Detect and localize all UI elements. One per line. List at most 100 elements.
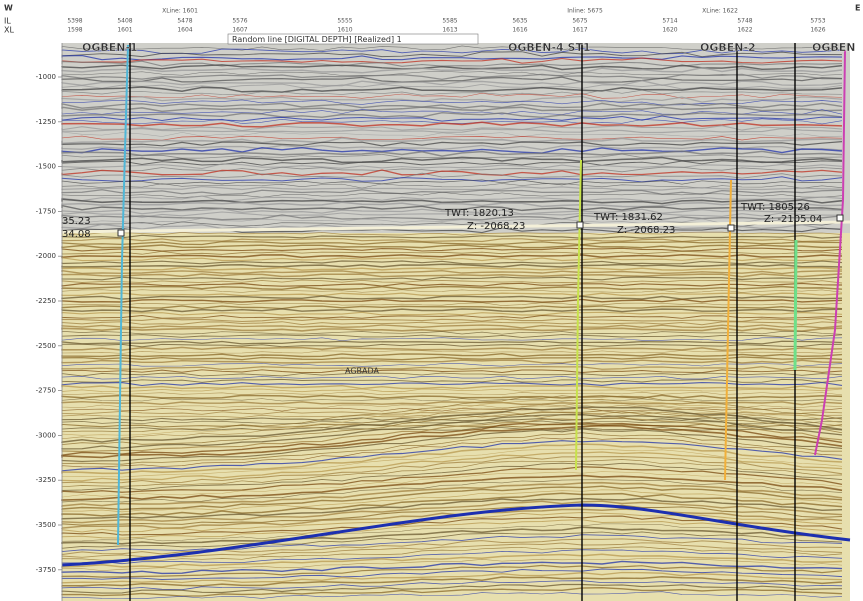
il-label: 5576 [232,18,247,25]
header: W E IL XL XLine: 1601 Inline: 5675 XLine… [4,4,860,45]
reflector [61,337,843,341]
reflector [61,489,843,513]
il-label: 5748 [737,18,752,25]
il-label: 5635 [512,18,527,25]
reflector [61,492,843,517]
il-label: 5555 [337,18,352,25]
reflector [61,237,843,243]
reflector [61,391,843,396]
reflector [61,125,843,132]
xl-label: 1604 [177,27,192,34]
reflector [61,195,843,202]
reflector [61,292,843,297]
reflector [61,214,843,221]
reflector [61,172,843,179]
reflector [61,153,843,160]
reflector [61,363,843,367]
reflector [61,443,843,475]
depth-label: -1250 [36,118,56,126]
info-box [227,33,479,45]
reflector [61,141,843,147]
annotation: Z: -2068.23 [617,225,675,236]
reflector [61,343,843,348]
reflector [61,80,843,87]
reflector [61,86,843,93]
reflector [61,198,843,205]
reflector [61,95,843,103]
reflector [61,201,843,208]
reflector [61,282,843,287]
reflector [61,45,843,51]
reflector [61,398,843,402]
reflector [61,485,843,511]
depth-label: -1500 [36,163,56,171]
reflector [61,459,843,488]
reflector [61,420,843,425]
reflector [61,580,843,591]
reflector [61,169,843,177]
reflector [61,375,843,380]
il-label: 5675 [572,18,587,25]
well-name: OGBEN-2 [700,41,756,54]
depth-label: -2000 [36,252,56,260]
reflector [61,508,843,530]
depth-label: -3250 [36,476,56,484]
reflector [61,353,843,358]
il-label: 5585 [442,18,457,25]
reflector [61,571,843,584]
reflector [61,315,843,319]
reflector [61,217,843,224]
horizon [61,220,851,234]
reflector [61,481,843,507]
reflector [61,381,843,387]
reflector [61,273,843,278]
reflector [61,471,843,498]
xl-label: 1613 [442,27,457,34]
reflector [61,451,843,482]
reflector [61,402,843,440]
direction: W [4,4,13,13]
reflector [61,135,843,141]
reflector [61,558,843,571]
reflector [61,269,843,275]
reflector [61,546,843,561]
depth-label: -3000 [36,431,56,439]
reflector [61,327,843,332]
reflector [61,263,843,268]
xl-label: 1620 [662,27,677,34]
reflector [61,334,843,338]
reflector [61,289,843,293]
annotation: TWT: 1805.26 [740,202,810,213]
reflector [61,576,843,587]
annotation: TWT: 1831.62 [593,212,663,223]
seismic-texture [61,43,851,601]
reflector [61,560,843,575]
reflector [61,568,843,580]
reflector [61,204,843,212]
reflector [61,406,843,443]
reflector [61,504,843,526]
reflector [61,115,843,122]
reflector [61,413,843,450]
reflector [61,378,843,383]
reflector [61,253,843,259]
reflector [61,285,843,291]
reflector [61,385,843,390]
reflector [61,76,843,83]
reflector [61,407,843,412]
reflector [61,479,843,503]
reflector [61,208,843,215]
reflector [61,211,843,218]
annotation: Z: -2105.04 [764,214,822,225]
marker [117,229,125,237]
well-log [793,239,798,371]
reflector [61,394,843,399]
reflector [61,295,843,300]
reflector [61,523,843,542]
horizon-markers [117,214,844,237]
reflector [61,185,843,191]
row-label: IL [4,17,11,26]
reflector [61,308,843,313]
reflector [61,112,843,118]
reflector [61,150,843,157]
